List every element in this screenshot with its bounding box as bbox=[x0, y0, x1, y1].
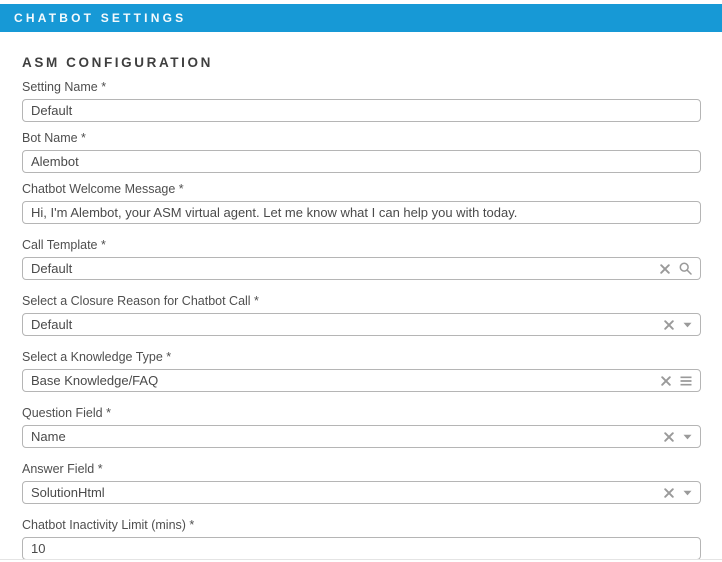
field-input-wrap bbox=[22, 425, 701, 448]
list-icon[interactable] bbox=[680, 375, 692, 386]
knowledge-type-input[interactable] bbox=[22, 369, 701, 392]
clear-icon[interactable] bbox=[660, 263, 670, 274]
field-label: Chatbot Inactivity Limit (mins) * bbox=[22, 518, 195, 532]
closure-reason-input[interactable] bbox=[22, 313, 701, 336]
caret-down-icon[interactable] bbox=[683, 434, 692, 440]
form-field-setting-name: Setting Name * bbox=[22, 80, 701, 122]
form-field-chatbot-inactivity-limit: Chatbot Inactivity Limit (mins) * bbox=[22, 518, 701, 560]
field-input-wrap bbox=[22, 313, 701, 336]
search-icon[interactable] bbox=[679, 262, 692, 275]
field-icons bbox=[661, 369, 692, 392]
chatbot-settings-header: CHATBOT SETTINGS bbox=[0, 4, 722, 32]
call-template-input[interactable] bbox=[22, 257, 701, 280]
field-label: Setting Name * bbox=[22, 80, 107, 94]
form-field-chatbot-welcome-message: Chatbot Welcome Message * bbox=[22, 182, 701, 224]
field-icons bbox=[660, 257, 692, 280]
field-label: Select a Closure Reason for Chatbot Call… bbox=[22, 294, 259, 308]
chatbot-inactivity-limit-input[interactable] bbox=[22, 537, 701, 560]
form-field-question-field: Question Field * bbox=[22, 406, 701, 448]
field-input-wrap bbox=[22, 481, 701, 504]
clear-icon[interactable] bbox=[664, 319, 674, 330]
form-fields: Setting Name * Bot Name * Chatbot Welcom… bbox=[22, 80, 701, 560]
field-label: Call Template * bbox=[22, 238, 106, 252]
settings-panel: ASM CONFIGURATION Setting Name * Bot Nam… bbox=[0, 54, 722, 560]
section-title: ASM CONFIGURATION bbox=[22, 55, 213, 70]
field-input-wrap bbox=[22, 537, 701, 560]
field-label: Chatbot Welcome Message * bbox=[22, 182, 184, 196]
bot-name-input[interactable] bbox=[22, 150, 701, 173]
answer-field-input[interactable] bbox=[22, 481, 701, 504]
field-icons bbox=[664, 481, 692, 504]
caret-down-icon[interactable] bbox=[683, 322, 692, 328]
chatbot-welcome-message-input[interactable] bbox=[22, 201, 701, 224]
clear-icon[interactable] bbox=[661, 375, 671, 386]
setting-name-input[interactable] bbox=[22, 99, 701, 122]
page-title: CHATBOT SETTINGS bbox=[14, 11, 187, 25]
field-label: Select a Knowledge Type * bbox=[22, 350, 172, 364]
form-field-call-template: Call Template * bbox=[22, 238, 701, 280]
field-input-wrap bbox=[22, 369, 701, 392]
field-label: Answer Field * bbox=[22, 462, 103, 476]
clear-icon[interactable] bbox=[664, 487, 674, 498]
field-input-wrap bbox=[22, 150, 701, 173]
bottom-divider bbox=[0, 559, 722, 560]
field-input-wrap bbox=[22, 201, 701, 224]
question-field-input[interactable] bbox=[22, 425, 701, 448]
field-input-wrap bbox=[22, 99, 701, 122]
field-label: Bot Name * bbox=[22, 131, 86, 145]
field-icons bbox=[664, 313, 692, 336]
field-input-wrap bbox=[22, 257, 701, 280]
caret-down-icon[interactable] bbox=[683, 490, 692, 496]
field-label: Question Field * bbox=[22, 406, 111, 420]
form-field-closure-reason: Select a Closure Reason for Chatbot Call… bbox=[22, 294, 701, 336]
field-icons bbox=[664, 425, 692, 448]
form-field-knowledge-type: Select a Knowledge Type * bbox=[22, 350, 701, 392]
clear-icon[interactable] bbox=[664, 431, 674, 442]
form-field-answer-field: Answer Field * bbox=[22, 462, 701, 504]
form-field-bot-name: Bot Name * bbox=[22, 131, 701, 173]
